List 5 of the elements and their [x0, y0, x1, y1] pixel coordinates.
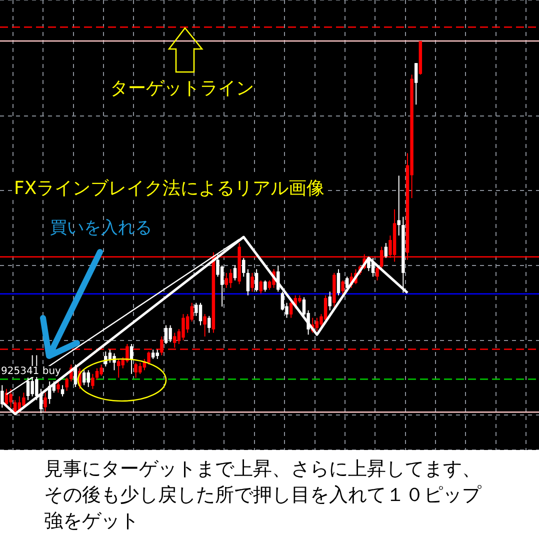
text: 見事にターゲットまで上昇、さらに上昇してます、その後も少し戻した所で押し目を入れて１０ピップ強をゲット: [44, 457, 482, 534]
annotation: 925341 buy: [1, 366, 61, 377]
annotation: FXラインブレイク法によるリアル画像: [12, 176, 327, 200]
annotation: ターゲットライン: [110, 77, 254, 100]
annotation: 買いを入れる: [50, 217, 152, 239]
